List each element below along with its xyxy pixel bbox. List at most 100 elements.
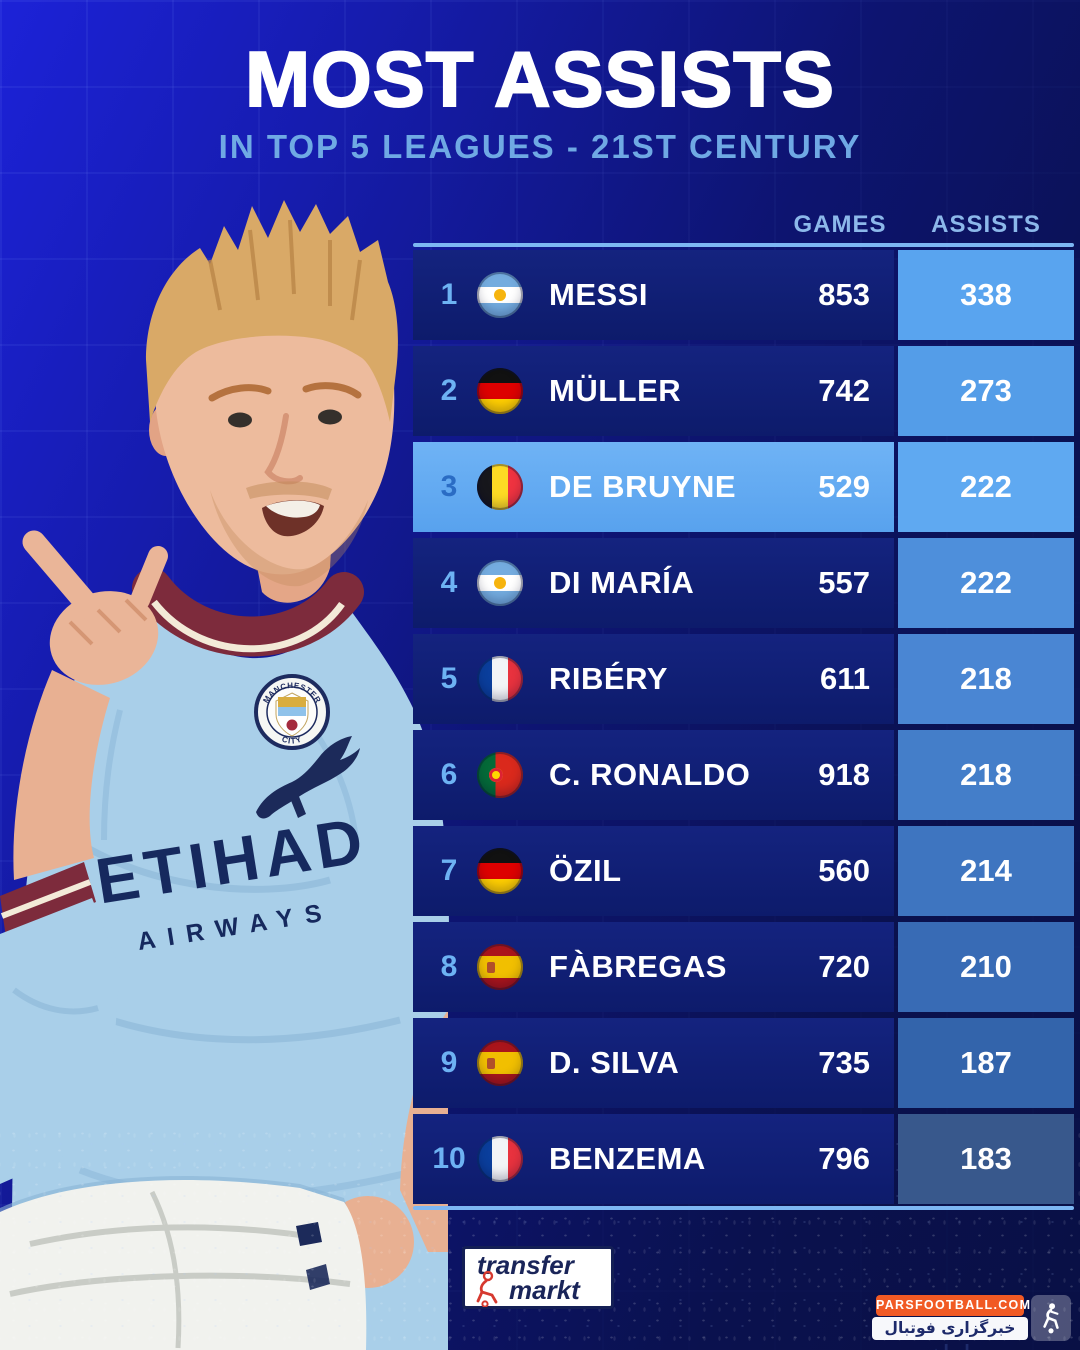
rank-number: 1 bbox=[440, 278, 458, 311]
rank-number: 5 bbox=[440, 662, 458, 695]
watermark-footballer-icon bbox=[1031, 1295, 1071, 1341]
player-photo-illustration: MANCHESTER CITY ETIHAD AIRWAYS bbox=[0, 200, 449, 1350]
table-row: 5 RIBÉRY 611 218 bbox=[413, 634, 1074, 724]
table-row: 9 D. SILVA 735 187 bbox=[413, 1018, 1074, 1108]
assists-cell: 222 bbox=[898, 442, 1074, 532]
games-value: 742 bbox=[818, 373, 870, 408]
eye-right bbox=[318, 409, 342, 425]
flag-germany-icon bbox=[477, 368, 523, 414]
assists-cell: 218 bbox=[898, 730, 1074, 820]
flag-france-icon bbox=[477, 1136, 523, 1182]
flag-spain-icon bbox=[477, 1040, 523, 1086]
player-name: FÀBREGAS bbox=[549, 949, 727, 984]
player-name: DE BRUYNE bbox=[549, 469, 737, 504]
assists-cell: 183 bbox=[898, 1114, 1074, 1204]
player-name: MESSI bbox=[549, 277, 648, 312]
rank-number: 8 bbox=[440, 950, 458, 983]
assists-cell: 273 bbox=[898, 346, 1074, 436]
puma-logo bbox=[256, 736, 360, 819]
man-city-crest: MANCHESTER CITY bbox=[254, 674, 330, 750]
table-row-highlighted: 3 DE BRUYNE 529 222 bbox=[413, 442, 1074, 532]
flag-belgium-icon bbox=[477, 464, 523, 510]
stubble bbox=[210, 490, 368, 587]
svg-text:CITY: CITY bbox=[281, 734, 304, 745]
rank-number: 9 bbox=[440, 1046, 458, 1079]
table-top-divider bbox=[413, 243, 1074, 247]
transfermarkt-kicker-icon bbox=[476, 1271, 498, 1307]
player-name: C. RONALDO bbox=[549, 757, 751, 792]
assists-cell: 222 bbox=[898, 538, 1074, 628]
player-name: ÖZIL bbox=[549, 853, 622, 888]
assists-value: 222 bbox=[960, 565, 1012, 600]
games-value: 853 bbox=[818, 277, 870, 312]
assists-cell: 187 bbox=[898, 1018, 1074, 1108]
watermark-caption-badge: خبرگزاری فوتبال ایران bbox=[872, 1317, 1028, 1350]
nose bbox=[264, 413, 303, 485]
assists-cell: 214 bbox=[898, 826, 1074, 916]
assists-cell: 210 bbox=[898, 922, 1074, 1012]
crest-bottom-text: CITY bbox=[281, 734, 303, 745]
crest-ship bbox=[278, 697, 306, 707]
rank-number: 4 bbox=[440, 566, 458, 599]
flag-argentina-icon bbox=[477, 560, 523, 606]
crest-rose bbox=[286, 719, 298, 731]
hair bbox=[146, 200, 398, 422]
assists-value: 218 bbox=[960, 757, 1012, 792]
table-bottom-divider bbox=[413, 1206, 1074, 1210]
player-name: D. SILVA bbox=[549, 1045, 680, 1080]
assists-value: 210 bbox=[960, 949, 1012, 984]
transfermarkt-logo-line2: markt bbox=[509, 1275, 580, 1305]
assists-value: 338 bbox=[960, 277, 1012, 312]
page-subtitle: IN TOP 5 LEAGUES - 21ST CENTURY bbox=[218, 128, 862, 165]
ranking-table: 1 MESSI 853 338 2 MÜLLER 742 273 3 DE BR… bbox=[413, 250, 1074, 1210]
pointing-arm bbox=[0, 530, 168, 1184]
transfermarkt-logo-line1: transfer bbox=[477, 1250, 574, 1280]
games-value: 720 bbox=[818, 949, 870, 984]
sleeve bbox=[0, 898, 120, 1184]
watermark-site-badge: PARSFOOTBALL.COM bbox=[876, 1295, 1030, 1316]
player-name: DI MARÍA bbox=[549, 565, 695, 600]
assists-value: 183 bbox=[960, 1141, 1012, 1176]
column-header-assists: ASSISTS bbox=[931, 211, 1041, 238]
rank-number: 6 bbox=[440, 758, 458, 791]
index-finger bbox=[22, 530, 104, 622]
rank-number: 3 bbox=[440, 470, 458, 503]
games-value: 796 bbox=[818, 1141, 870, 1176]
assists-value: 218 bbox=[960, 661, 1012, 696]
assists-cell: 338 bbox=[898, 250, 1074, 340]
assists-value: 273 bbox=[960, 373, 1012, 408]
games-value: 735 bbox=[818, 1045, 870, 1080]
rank-number: 7 bbox=[440, 854, 458, 887]
table-row: 2 MÜLLER 742 273 bbox=[413, 346, 1074, 436]
hand bbox=[49, 591, 159, 685]
table-row: 1 MESSI 853 338 bbox=[413, 250, 1074, 340]
games-value: 560 bbox=[818, 853, 870, 888]
assists-value: 187 bbox=[960, 1045, 1012, 1080]
eye-left bbox=[228, 412, 252, 428]
games-value: 918 bbox=[818, 757, 870, 792]
thumb bbox=[130, 546, 168, 610]
games-value: 611 bbox=[819, 661, 870, 696]
games-value: 557 bbox=[818, 565, 870, 600]
transfermarkt-logo: transfer markt bbox=[462, 1246, 614, 1309]
table-row: 8 FÀBREGAS 720 210 bbox=[413, 922, 1074, 1012]
jersey-collar bbox=[132, 568, 364, 657]
flag-spain-icon bbox=[477, 944, 523, 990]
column-header-games: GAMES bbox=[793, 211, 887, 238]
player-name: RIBÉRY bbox=[549, 661, 668, 696]
flag-germany-icon bbox=[477, 848, 523, 894]
assists-value: 222 bbox=[960, 469, 1012, 504]
player-name: MÜLLER bbox=[549, 373, 682, 408]
eyebrow-right bbox=[302, 382, 362, 399]
flag-argentina-icon bbox=[477, 272, 523, 318]
rank-number: 10 bbox=[432, 1142, 466, 1175]
rank-number: 2 bbox=[440, 374, 458, 407]
games-value: 529 bbox=[818, 469, 870, 504]
player-name: BENZEMA bbox=[549, 1141, 706, 1176]
eyebrow-left bbox=[208, 384, 272, 402]
assists-cell: 218 bbox=[898, 634, 1074, 724]
shorts bbox=[0, 1176, 367, 1350]
flag-france-icon bbox=[477, 656, 523, 702]
table-row: 7 ÖZIL 560 214 bbox=[413, 826, 1074, 916]
